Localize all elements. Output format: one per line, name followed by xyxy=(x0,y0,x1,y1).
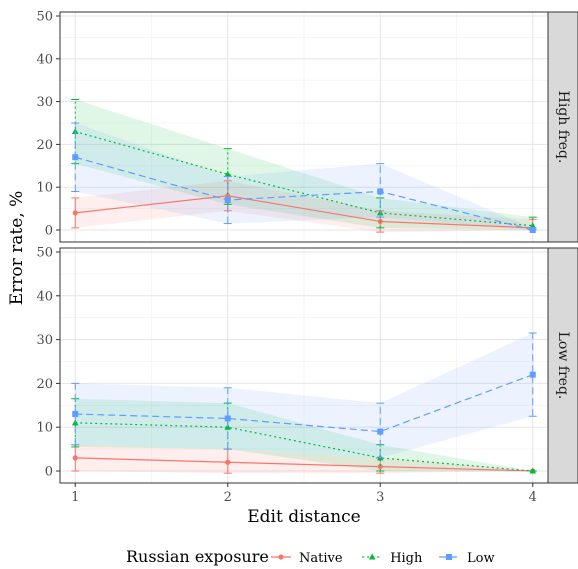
series-line-low xyxy=(75,374,533,433)
y-tick-label: 40 xyxy=(36,52,53,67)
x-tick-labels: 1 2 3 4 xyxy=(71,483,537,505)
x-tick-label: 1 xyxy=(71,490,79,505)
y-tick-label: 30 xyxy=(36,95,53,110)
ribbon-low xyxy=(75,333,533,458)
point-low xyxy=(224,415,231,422)
y-tick-label: 20 xyxy=(36,138,53,153)
y-tick-label: 50 xyxy=(36,10,53,25)
y-tick-labels: 0 10 20 30 40 50 0 10 20 30 40 50 xyxy=(36,10,60,480)
series-line-native xyxy=(75,457,533,472)
error-bar-low xyxy=(223,387,232,450)
legend-item-low: Low xyxy=(439,551,495,566)
point-low xyxy=(529,371,536,378)
ribbon-high xyxy=(75,99,533,231)
point-high xyxy=(224,170,232,177)
point-high xyxy=(529,222,537,229)
legend-label: Native xyxy=(299,551,343,566)
strip-label: Low freq. xyxy=(555,332,571,400)
y-tick-label: 10 xyxy=(36,421,53,436)
series-line-high xyxy=(75,422,533,472)
panels-layer: High freq. Low freq. xyxy=(59,11,578,484)
ribbon-native xyxy=(75,180,533,233)
x-axis-title: Edit distance xyxy=(247,507,361,527)
series-line-low xyxy=(75,156,533,231)
panel-2: Low freq. xyxy=(59,247,578,484)
point-native xyxy=(72,455,78,461)
error-bar-high xyxy=(223,148,232,205)
legend-label: Low xyxy=(467,551,495,566)
plot-area xyxy=(71,98,537,233)
error-bar-high xyxy=(376,197,385,229)
y-tick-label: 40 xyxy=(36,289,53,304)
x-tick-label: 4 xyxy=(529,490,537,505)
legend-item-high: High xyxy=(362,551,423,566)
legend: Russian exposure Native High Low xyxy=(126,547,495,566)
strip-background xyxy=(547,11,578,243)
panel-1: High freq. xyxy=(59,11,578,243)
ribbon-low xyxy=(75,123,533,230)
point-high xyxy=(529,467,537,474)
point-low xyxy=(529,227,536,233)
point-low xyxy=(224,197,231,204)
legend-item-native: Native xyxy=(271,551,343,566)
x-tick-label: 3 xyxy=(376,490,384,505)
point-low xyxy=(72,154,79,161)
y-tick-label: 30 xyxy=(36,333,53,348)
y-tick-label: 10 xyxy=(36,181,53,196)
y-tick-label: 50 xyxy=(36,246,53,261)
legend-label: High xyxy=(390,551,423,566)
plot-area xyxy=(71,332,537,474)
point-low xyxy=(377,428,384,435)
y-tick-label: 20 xyxy=(36,377,53,392)
error-bar-low xyxy=(71,382,80,446)
y-tick-label: 0 xyxy=(45,465,53,480)
legend-title: Russian exposure xyxy=(126,547,269,566)
error-bar-low xyxy=(528,332,537,417)
x-tick-label: 2 xyxy=(224,490,232,505)
series-line-native xyxy=(75,195,533,229)
point-native xyxy=(377,464,383,470)
y-tick-label: 0 xyxy=(45,224,53,239)
point-native xyxy=(72,210,78,216)
ribbon-native xyxy=(75,444,533,474)
point-low xyxy=(377,188,384,195)
strip-background xyxy=(547,247,578,484)
y-axis-title: Error rate, % xyxy=(7,191,27,306)
point-low xyxy=(72,411,79,418)
strip-label: High freq. xyxy=(555,91,571,164)
point-native xyxy=(225,459,231,465)
